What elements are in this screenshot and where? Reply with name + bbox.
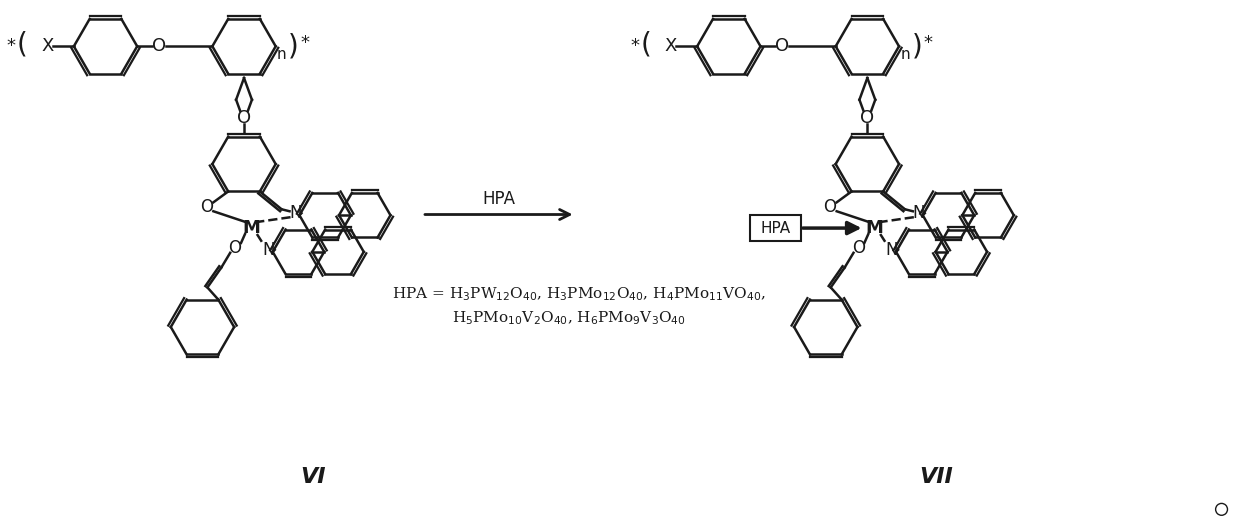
- Text: $*$: $*$: [6, 35, 17, 53]
- Text: n: n: [276, 47, 286, 62]
- Text: X: X: [41, 37, 53, 56]
- Text: HPA: HPA: [482, 190, 515, 208]
- Text: O: O: [776, 37, 789, 56]
- Text: $*$: $*$: [300, 32, 311, 50]
- Text: ): ): [289, 32, 299, 60]
- Text: VII: VII: [919, 467, 954, 487]
- Text: O: O: [199, 198, 213, 216]
- Text: N: N: [289, 204, 302, 222]
- Text: N: N: [263, 241, 275, 259]
- Text: O: O: [229, 239, 242, 257]
- Text: M: M: [242, 219, 260, 237]
- Text: O: O: [152, 37, 166, 56]
- Text: n: n: [900, 47, 909, 62]
- Text: (: (: [17, 30, 27, 58]
- Text: H$_5$PMo$_{10}$V$_2$O$_{40}$, H$_6$PMo$_9$V$_3$O$_{40}$: H$_5$PMo$_{10}$V$_2$O$_{40}$, H$_6$PMo$_…: [452, 310, 685, 328]
- Text: O: O: [823, 198, 836, 216]
- Text: ): ): [912, 32, 922, 60]
- Text: HPA = H$_3$PW$_{12}$O$_{40}$, H$_3$PMo$_{12}$O$_{40}$, H$_4$PMo$_{11}$VO$_{40}$,: HPA = H$_3$PW$_{12}$O$_{40}$, H$_3$PMo$_…: [393, 285, 766, 302]
- Text: N: N: [913, 204, 926, 222]
- Text: $*$: $*$: [629, 35, 641, 53]
- FancyBboxPatch shape: [750, 215, 802, 241]
- Text: O: O: [860, 108, 875, 127]
- Text: M: M: [865, 219, 883, 237]
- Text: HPA: HPA: [761, 221, 790, 236]
- Text: X: X: [664, 37, 676, 56]
- Text: O: O: [852, 239, 865, 257]
- Text: VI: VI: [301, 467, 326, 487]
- Text: (: (: [641, 30, 650, 58]
- Text: O: O: [237, 108, 252, 127]
- Text: $*$: $*$: [923, 32, 934, 50]
- Text: N: N: [886, 241, 898, 259]
